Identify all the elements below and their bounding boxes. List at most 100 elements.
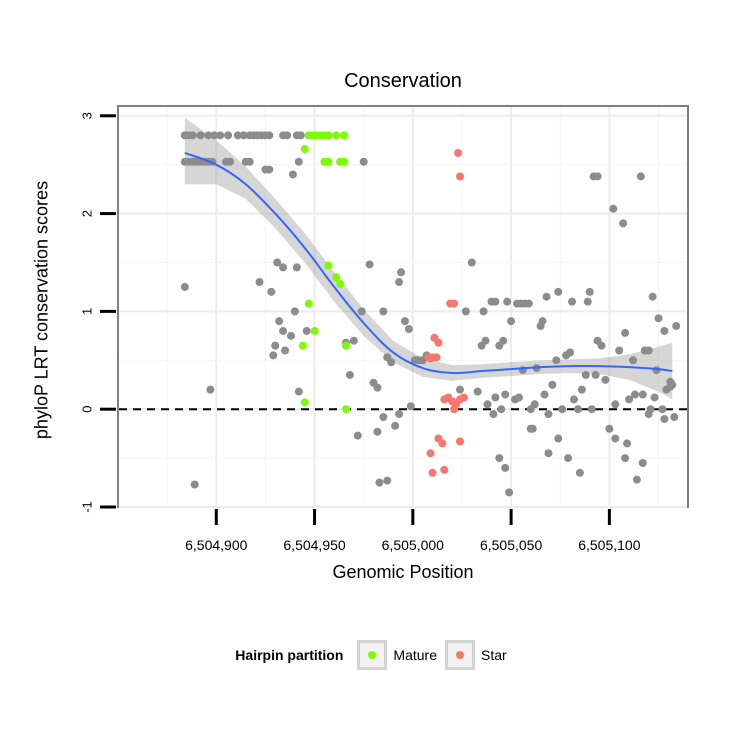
point-other: [646, 405, 655, 414]
point-other: [568, 297, 577, 306]
point-other: [491, 297, 500, 306]
point-mature: [324, 157, 333, 166]
point-other: [501, 390, 510, 399]
point-other: [554, 287, 563, 296]
point-other: [619, 219, 628, 228]
point-other: [265, 131, 274, 140]
legend-item-mature: Mature: [357, 640, 437, 670]
point-star: [432, 353, 441, 362]
point-other: [489, 410, 498, 419]
y-axis-label: phyloP LRT conservation scores: [31, 180, 52, 440]
point-star: [456, 437, 464, 446]
point-other: [577, 385, 586, 394]
legend-dot-mature: [368, 651, 377, 659]
smooth-line: [184, 152, 673, 375]
point-other: [294, 387, 303, 396]
point-other: [538, 317, 547, 326]
point-other: [530, 400, 539, 409]
point-other: [245, 157, 254, 166]
point-other: [265, 165, 274, 174]
y-tick-label: 2: [79, 210, 94, 217]
point-other: [292, 263, 301, 272]
point-other: [644, 346, 653, 355]
point-other: [628, 356, 637, 365]
point-other: [255, 278, 264, 287]
point-other: [400, 317, 409, 326]
point-other: [395, 278, 404, 287]
point-other: [345, 370, 354, 379]
point-mature: [332, 273, 341, 282]
point-other: [375, 478, 384, 487]
point-other: [625, 395, 634, 404]
x-tick-label: 6,504,950: [283, 537, 345, 553]
point-other: [593, 172, 602, 181]
point-other: [650, 393, 659, 402]
point-other: [524, 299, 533, 308]
point-other: [379, 413, 388, 422]
point-other: [283, 131, 292, 140]
point-other: [273, 258, 282, 267]
point-other: [660, 326, 669, 335]
point-other: [540, 390, 549, 399]
point-other: [632, 475, 641, 484]
point-other: [630, 390, 639, 399]
point-other: [267, 287, 276, 296]
point-other: [216, 131, 225, 140]
point-other: [196, 131, 205, 140]
point-other: [275, 317, 284, 326]
point-other: [668, 380, 677, 389]
legend-key-mature: [357, 640, 388, 670]
x-tick-label: 6,504,900: [185, 537, 247, 553]
point-other: [473, 387, 482, 396]
point-mature: [304, 299, 313, 308]
point-mature: [324, 261, 333, 270]
point-other: [286, 331, 295, 340]
x-tick-label: 6,505,050: [480, 537, 542, 553]
point-other: [180, 282, 189, 291]
point-other: [226, 157, 235, 166]
point-other: [357, 307, 366, 316]
point-mature: [310, 326, 319, 335]
point-other: [296, 131, 305, 140]
point-other: [621, 328, 630, 337]
point-other: [288, 170, 297, 179]
point-other: [269, 351, 278, 360]
point-other: [395, 410, 404, 419]
point-other: [353, 431, 362, 440]
point-other: [575, 468, 584, 477]
point-other: [583, 297, 592, 306]
confidence-band-area: [184, 117, 673, 400]
point-other: [648, 292, 657, 301]
point-other: [621, 454, 630, 463]
point-mature: [300, 398, 309, 407]
point-other: [359, 157, 368, 166]
legend-label-star: Star: [481, 647, 507, 663]
point-other: [383, 476, 392, 485]
point-mature: [342, 341, 350, 350]
y-axis: -1 0 1 2 3: [79, 112, 116, 513]
legend-title: Hairpin partition: [235, 647, 344, 663]
point-other: [514, 393, 523, 402]
x-tick-label: 6,505,000: [382, 537, 444, 553]
point-other: [190, 480, 199, 489]
point-other: [570, 395, 578, 404]
point-other: [290, 307, 299, 316]
point-other: [271, 341, 280, 350]
point-mature: [298, 341, 307, 350]
point-other: [224, 131, 233, 140]
point-other: [483, 400, 492, 409]
chart-title: Conservation: [344, 70, 462, 92]
x-axis-label: Genomic Position: [332, 562, 474, 582]
point-other: [387, 358, 396, 367]
point-star: [434, 338, 443, 347]
point-other: [397, 268, 406, 277]
point-other: [609, 204, 618, 213]
point-other: [611, 434, 620, 443]
point-other: [542, 292, 551, 301]
point-other: [461, 307, 470, 316]
point-other: [294, 157, 303, 166]
point-mature: [300, 145, 309, 154]
point-other: [554, 434, 563, 443]
point-other: [654, 314, 663, 323]
point-star: [450, 299, 459, 308]
